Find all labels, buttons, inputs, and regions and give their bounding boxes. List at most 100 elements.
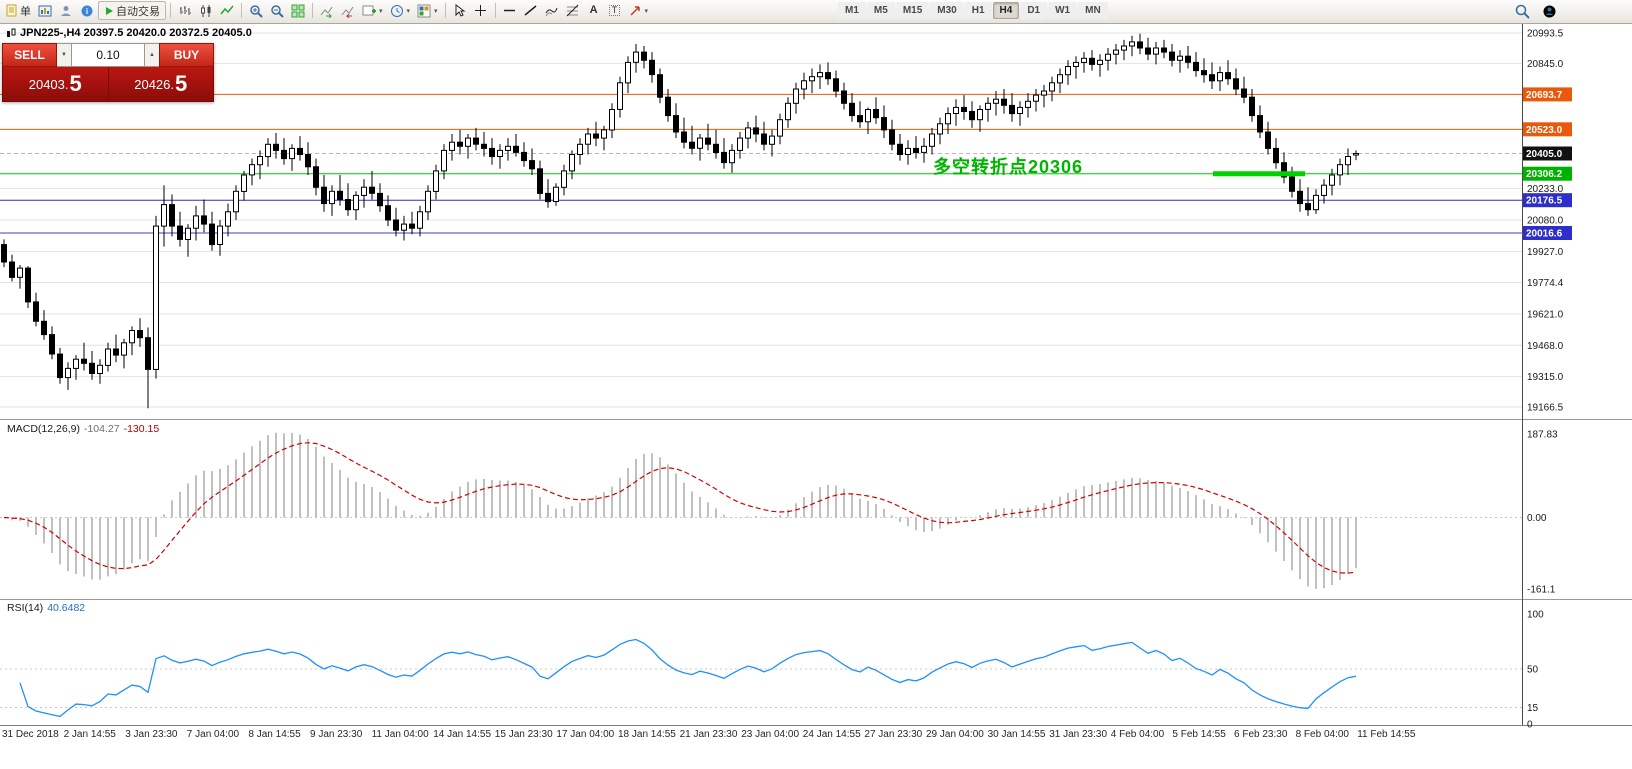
info-button[interactable]: i	[77, 1, 97, 20]
candle-body	[1337, 164, 1343, 176]
bar-chart-mode-button[interactable]	[175, 1, 195, 20]
channel-tool-button[interactable]	[542, 1, 562, 20]
chart-window-button[interactable]	[35, 1, 55, 20]
candle-body	[881, 117, 887, 131]
candle-body	[441, 149, 447, 172]
text-tool-button[interactable]: A	[584, 1, 604, 20]
candle-body	[553, 186, 559, 202]
candle-body	[593, 133, 599, 139]
candle-body	[737, 137, 743, 151]
sell-price-big-digit: 5	[69, 71, 82, 96]
candle-body	[1273, 147, 1279, 164]
clock-icon	[390, 4, 403, 17]
macd-main-value: -104.27	[83, 423, 120, 435]
zoom-out-button[interactable]	[267, 1, 287, 20]
fibonacci-tool-button[interactable]	[563, 1, 583, 20]
candle-body	[121, 342, 127, 356]
candle-body	[841, 90, 847, 104]
candle-body	[273, 143, 279, 151]
community-icon	[1543, 5, 1556, 18]
horizontal-line-tool-button[interactable]	[500, 1, 520, 20]
candle-body	[1305, 203, 1311, 211]
toolbar-separator	[312, 3, 313, 18]
candle-body	[1209, 74, 1215, 82]
candle-body	[9, 261, 15, 278]
templates-button[interactable]: ▾	[414, 1, 441, 20]
price-axis-label: 20993.5	[1527, 29, 1564, 40]
time-axis-label: 9 Jan 23:30	[310, 729, 363, 740]
candle-body	[209, 223, 215, 246]
timeframe-w1-button[interactable]: W1	[1048, 2, 1078, 19]
buy-button[interactable]: BUY	[159, 43, 214, 67]
rsi-value: 40.6482	[47, 602, 86, 614]
candle-body	[953, 106, 959, 115]
new-chart-button[interactable]: ▾	[359, 1, 386, 20]
candles	[1, 33, 1359, 409]
textframe-tool-label: T	[608, 5, 621, 16]
candle-body	[649, 59, 655, 76]
volume-input[interactable]: 0.10	[71, 43, 145, 67]
price-axis-label: 19774.4	[1527, 278, 1564, 289]
chart-shift-button[interactable]	[338, 1, 358, 20]
candle-body	[825, 72, 831, 80]
time-axis-label: 17 Jan 04:00	[556, 729, 614, 740]
zoom-in-button[interactable]	[246, 1, 266, 20]
candle-body	[1265, 131, 1271, 149]
price-badge	[1523, 146, 1572, 161]
time-axis-label: 24 Jan 14:55	[803, 729, 861, 740]
buy-price[interactable]: 20426. 5	[109, 67, 214, 101]
toolbar-separator	[444, 3, 446, 18]
autotrading-button[interactable]: 自动交易	[98, 1, 166, 20]
community-button[interactable]	[1539, 2, 1560, 21]
timeframe-m30-button[interactable]: M30	[930, 2, 964, 19]
search-button[interactable]	[1512, 2, 1533, 21]
trendline-tool-button[interactable]	[521, 1, 541, 20]
candle-body	[177, 225, 183, 240]
timeframe-h4-button[interactable]: H4	[992, 2, 1020, 19]
time-axis-label: 8 Feb 04:00	[1296, 729, 1350, 740]
timeframe-h1-button[interactable]: H1	[964, 2, 992, 19]
volume-decrease-button[interactable]: ▼	[57, 43, 71, 67]
candlestick-mode-button[interactable]	[196, 1, 216, 20]
candle-body	[529, 160, 535, 170]
svg-text:i: i	[86, 7, 88, 16]
candle-body	[337, 190, 343, 201]
candle-body	[1041, 90, 1047, 96]
line-chart-mode-button[interactable]	[217, 1, 237, 20]
new-order-button[interactable]: 单	[2, 1, 34, 20]
arrows-tool-button[interactable]: ▾	[626, 1, 652, 20]
timeframe-m15-button[interactable]: M15	[895, 2, 930, 19]
volume-increase-button[interactable]: ▲	[145, 43, 159, 67]
candle-body	[281, 149, 287, 160]
crosshair-tool-button[interactable]	[471, 1, 491, 20]
timeframe-m5-button[interactable]: M5	[866, 2, 895, 19]
candle-body	[1249, 96, 1255, 117]
sell-button[interactable]: SELL	[2, 43, 57, 67]
candle-body	[1121, 45, 1127, 51]
candle-body	[249, 164, 255, 176]
sell-price[interactable]: 20403. 5	[3, 67, 108, 101]
profile-button[interactable]	[56, 1, 76, 20]
one-click-trading-panel: SELL ▼ 0.10 ▲ BUY 20403. 5 20426. 5	[2, 43, 214, 102]
auto-scroll-button[interactable]	[317, 1, 337, 20]
periods-button[interactable]: ▾	[387, 1, 414, 20]
text-label-tool-button[interactable]: T	[605, 1, 625, 20]
time-axis-label: 21 Jan 23:30	[680, 729, 738, 740]
turning-point-annotation[interactable]: 多空转折点20306	[933, 157, 1084, 177]
timeframe-toolbar: M1 M5 M15 M30 H1 H4 D1 W1 MN	[838, 2, 1108, 19]
tile-windows-button[interactable]	[288, 1, 308, 20]
candle-body	[921, 145, 927, 153]
timeframe-d1-button[interactable]: D1	[1020, 2, 1048, 19]
candle-body	[49, 334, 55, 355]
candle-body	[297, 147, 303, 155]
candle-body	[761, 133, 767, 145]
cursor-tool-button[interactable]	[450, 1, 470, 20]
candle-body	[785, 102, 791, 121]
candle-body	[905, 147, 911, 155]
timeframe-mn-button[interactable]: MN	[1078, 2, 1108, 19]
time-axis-label: 2 Jan 14:55	[64, 729, 117, 740]
candle-body	[1321, 184, 1327, 196]
candle-body	[105, 348, 111, 366]
timeframe-m1-button[interactable]: M1	[838, 2, 866, 19]
